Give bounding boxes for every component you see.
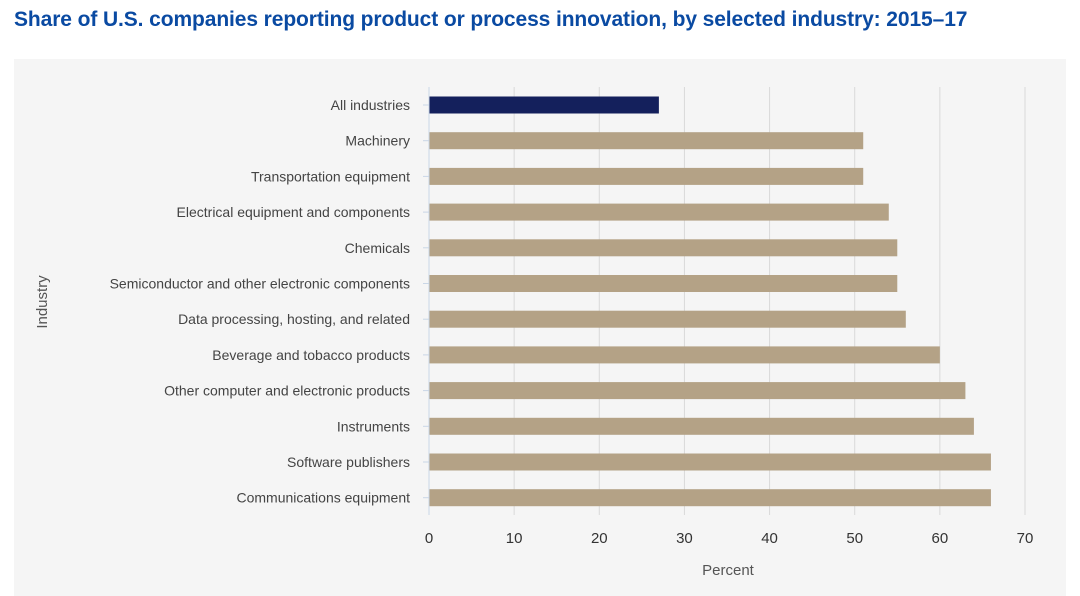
chart-title: Share of U.S. companies reporting produc… [14,8,968,31]
category-label: Electrical equipment and components [177,204,410,220]
y-axis-title: Industry [34,275,51,329]
category-label: Instruments [337,418,410,434]
x-tick-40: 40 [761,530,778,547]
bar-communications-equipment[interactable] [429,489,991,507]
category-label: Machinery [345,133,410,149]
bar-beverage-and-tobacco-products[interactable] [429,346,940,364]
x-tick-30: 30 [676,530,693,547]
category-label: Communications equipment [236,490,410,506]
bar-other-computer-and-electronic-products[interactable] [429,382,966,400]
bar-chemicals[interactable] [429,239,898,257]
bar-instruments[interactable] [429,417,974,435]
bar-software-publishers[interactable] [429,453,991,471]
bar-data-processing-hosting-and-related[interactable] [429,310,906,328]
category-label: Transportation equipment [251,168,410,184]
category-label: Software publishers [287,454,410,470]
x-tick-50: 50 [846,530,863,547]
bar-semiconductor-and-other-electronic-components[interactable] [429,275,898,292]
category-label: Semiconductor and other electronic compo… [110,276,410,292]
x-tick-60: 60 [932,530,949,547]
bar-transportation-equipment[interactable] [429,167,864,185]
x-tick-70: 70 [1017,530,1034,547]
grid-lines [423,87,1026,515]
x-tick-10: 10 [506,530,523,547]
category-label: All industries [331,97,410,113]
category-label: Data processing, hosting, and related [178,311,410,327]
x-tick-0: 0 [425,530,433,547]
x-tick-20: 20 [591,530,608,547]
category-label: Beverage and tobacco products [212,347,410,363]
x-axis-title: Percent [702,562,755,579]
x-tick-labels: 0 10 20 30 40 50 60 70 [425,530,1034,547]
category-label: Chemicals [345,240,410,256]
bar-machinery[interactable] [429,132,864,150]
category-label: Other computer and electronic products [164,383,410,399]
bar-electrical-equipment-and-components[interactable] [429,203,889,221]
category-labels: All industries Machinery Transportation eq… [110,97,411,506]
bars [429,96,991,507]
bar-all-industries[interactable] [429,96,659,114]
